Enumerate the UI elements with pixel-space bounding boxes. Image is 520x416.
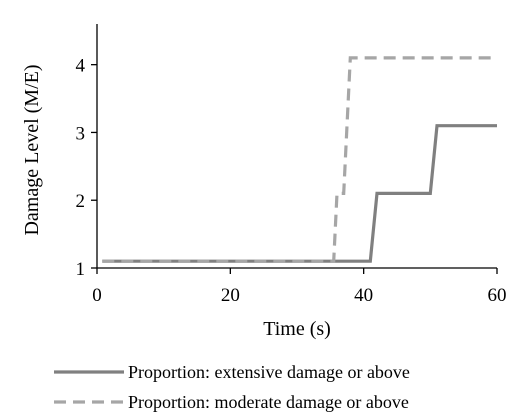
chart-legend: Proportion: extensive damage or above Pro… [54,362,410,412]
legend-label-2: Proportion: moderate damage or above [128,392,409,412]
legend-label-1: Proportion: extensive damage or above [128,362,410,382]
y-tick-label: 1 [76,259,86,280]
series-line-2 [102,56,497,263]
chart-axes [96,24,497,269]
x-tick-label: 60 [488,285,507,306]
y-tick-label: 4 [76,56,86,77]
y-tick-label: 3 [76,123,86,144]
y-axis-label: Damage Level (M/E) [21,64,43,235]
series-line-1 [102,124,497,263]
x-tick-label: 40 [354,285,373,306]
x-tick-label: 20 [221,285,240,306]
chart-series [102,56,497,263]
y-tick-label: 2 [76,191,86,212]
x-axis-label: Time (s) [263,318,331,340]
chart-ticks: 0 20 40 60 1 2 3 4 [76,56,507,306]
x-tick-label: 0 [92,285,102,306]
